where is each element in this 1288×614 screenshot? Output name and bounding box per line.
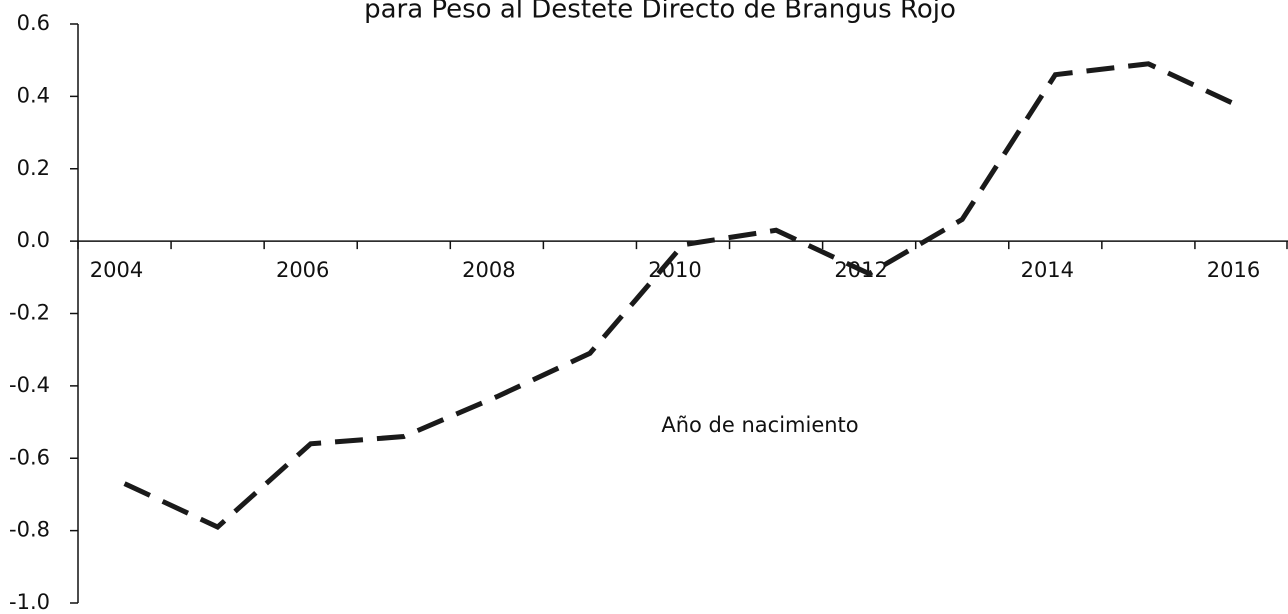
annotation: Año de nacimiento	[661, 413, 858, 437]
x-tick-label: 2010	[648, 258, 701, 282]
y-tick-label: 0.2	[17, 156, 50, 180]
x-tick-label: 2008	[462, 258, 515, 282]
y-tick-label: 0.4	[17, 83, 50, 107]
y-tick-label: -0.6	[9, 445, 50, 469]
y-tick-label: -0.8	[9, 518, 50, 542]
data-line	[123, 61, 1243, 530]
x-tick-label: 2014	[1021, 258, 1074, 282]
chart-title: para Peso al Destete Directo de Brangus …	[364, 0, 956, 25]
y-tick-label: 0.0	[17, 228, 50, 252]
y-tick-label: -0.4	[9, 373, 50, 397]
y-tick-label: 0.6	[17, 11, 50, 35]
x-tick-label: 2006	[276, 258, 329, 282]
y-tick-label: -1.0	[9, 590, 50, 614]
x-tick-label: 2004	[90, 258, 143, 282]
y-tick-label: -0.2	[9, 301, 50, 325]
x-tick-label: 2016	[1207, 258, 1260, 282]
